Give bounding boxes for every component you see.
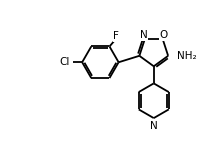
- Text: N: N: [140, 30, 148, 40]
- Text: F: F: [114, 31, 119, 41]
- Text: NH₂: NH₂: [177, 51, 196, 61]
- Text: Cl: Cl: [59, 57, 70, 67]
- Text: O: O: [160, 30, 168, 40]
- Text: N: N: [150, 121, 158, 131]
